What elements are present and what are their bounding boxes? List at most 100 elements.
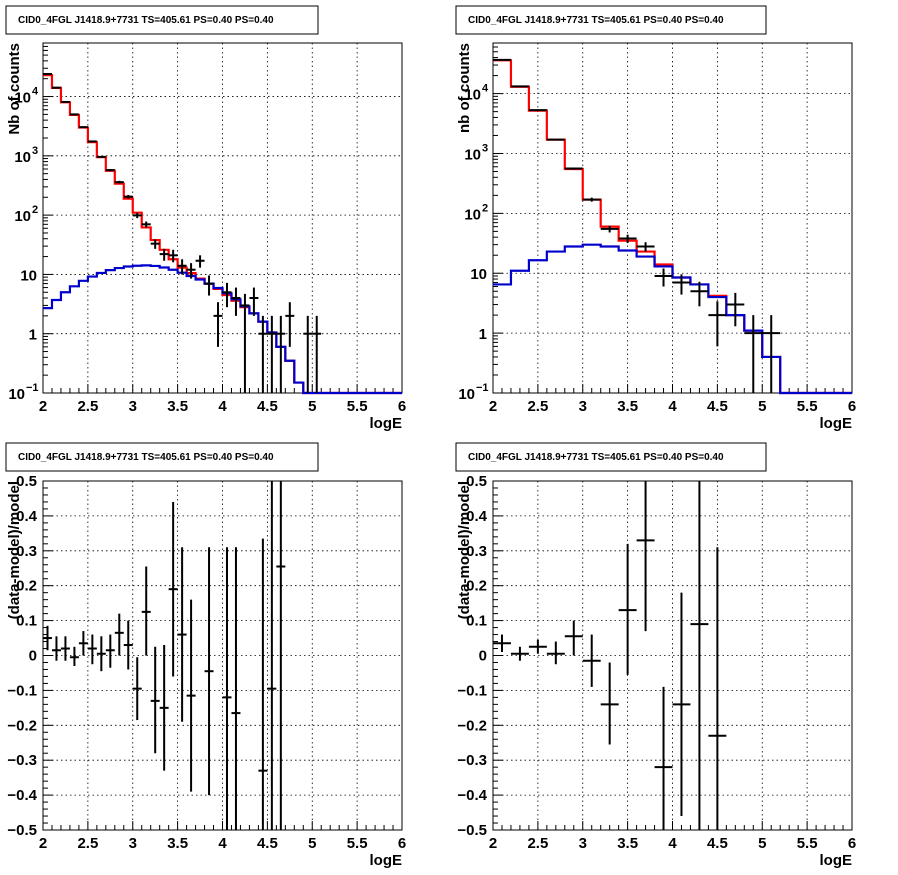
x-tick-label: 3.5: [617, 398, 638, 415]
y-tick-label-base: 10: [14, 90, 31, 107]
x-tick-label: 4.5: [257, 835, 278, 852]
data-point: [654, 268, 673, 287]
data-point: [78, 126, 88, 129]
data-point: [231, 547, 241, 830]
x-tick-label: 5: [758, 398, 766, 415]
data-point: [195, 255, 205, 268]
chart-title-box: [5, 5, 319, 35]
panel-bl: CID0_4FGL J1418.9+7731 TS=405.61 PS=0.40…: [5, 442, 406, 869]
data-point: [87, 634, 97, 665]
x-tick-label: 5.5: [797, 398, 818, 415]
model-series-source: [43, 264, 402, 395]
x-tick-label: 3: [129, 398, 137, 415]
x-tick-label: 4: [218, 398, 227, 415]
y-tick-label: 0.3: [16, 543, 37, 560]
data-point: [51, 86, 61, 89]
x-tick-label: 4: [668, 398, 677, 415]
data-point: [69, 646, 79, 666]
data-point: [96, 155, 106, 158]
data-point: [105, 168, 115, 172]
y-tick-label: −0.1: [7, 682, 37, 699]
y-tick-label-exponent: 2: [32, 204, 38, 216]
data-point: [204, 275, 214, 296]
x-tick-label: 3: [579, 835, 587, 852]
x-tick-label: 2.5: [77, 835, 98, 852]
data-point: [654, 686, 673, 830]
data-points: [493, 481, 727, 830]
x-tick-label: 4: [668, 835, 677, 852]
data-point: [168, 501, 178, 677]
axis-ticks: [492, 480, 853, 831]
data-point: [114, 613, 124, 656]
x-tick-label: 3.5: [617, 835, 638, 852]
axis-ticks: [42, 42, 403, 394]
data-point: [69, 113, 79, 116]
data-point: [204, 547, 214, 796]
y-tick-label: −0.2: [7, 717, 37, 734]
chart-title-box: [455, 5, 767, 35]
grid-lines: [493, 481, 852, 830]
data-point: [285, 302, 295, 347]
chart-title: CID0_4FGL J1418.9+7731 TS=405.61 PS=0.40…: [468, 15, 724, 26]
y-axis-title: (data-model)/model: [6, 481, 23, 619]
data-point: [708, 547, 727, 830]
data-point: [105, 634, 115, 668]
data-point: [726, 292, 745, 327]
grid-lines: [43, 43, 402, 393]
grid-lines: [43, 481, 402, 830]
plot-frame: [492, 480, 853, 831]
data-point: [762, 315, 781, 393]
data-point: [132, 212, 142, 219]
data-point: [618, 234, 637, 243]
x-tick-label: 6: [848, 398, 856, 415]
data-point: [96, 636, 106, 672]
x-tick-label: 2: [489, 835, 497, 852]
y-tick-label-base: 10: [14, 208, 31, 225]
data-point: [60, 636, 70, 661]
y-tick-label-base: 10: [458, 386, 475, 403]
data-point: [123, 620, 133, 670]
x-tick-label: 5: [308, 398, 316, 415]
data-point: [510, 646, 529, 661]
x-tick-label: 4.5: [707, 398, 728, 415]
y-tick-label-base: 10: [464, 206, 481, 223]
y-tick-label: −0.3: [7, 752, 37, 769]
x-tick-label: 6: [398, 835, 406, 852]
x-tick-label: 3: [129, 835, 137, 852]
y-tick-label: 0.5: [16, 473, 37, 490]
data-point: [267, 315, 277, 393]
y-axis-title: Nb of counts: [6, 43, 23, 135]
data-point: [123, 194, 133, 199]
data-point: [240, 293, 250, 393]
data-point: [177, 547, 187, 722]
y-tick-label: 0.4: [16, 508, 38, 525]
x-axis-title: logE: [820, 852, 853, 869]
y-tick-label-base: 10: [464, 87, 481, 104]
x-tick-label: 5.5: [797, 835, 818, 852]
x-tick-label: 5: [308, 835, 316, 852]
x-tick-label: 2.5: [77, 398, 98, 415]
data-point: [258, 538, 268, 830]
y-tick-label: −0.4: [7, 787, 37, 804]
y-tick-label: 0.2: [16, 578, 37, 595]
data-point: [150, 239, 160, 249]
data-point: [87, 140, 97, 143]
y-tick-label: −0.5: [457, 822, 487, 839]
data-point: [267, 481, 277, 830]
chart-title: CID0_4FGL J1418.9+7731 TS=405.61 PS=0.40…: [18, 15, 274, 26]
y-tick-label: −0.2: [457, 717, 487, 734]
data-point: [618, 543, 637, 675]
x-axis-title: logE: [370, 852, 403, 869]
y-tick-label-exponent: 2: [482, 202, 488, 214]
data-point: [276, 315, 286, 393]
y-tick-label-exponent: 3: [482, 142, 488, 154]
y-tick-label-base: 10: [14, 149, 31, 166]
axis-ticks: [492, 42, 853, 394]
data-point: [600, 662, 619, 745]
y-tick-label: 0.5: [466, 473, 487, 490]
grid-lines: [493, 43, 852, 393]
data-point: [60, 100, 70, 103]
data-point: [222, 547, 232, 830]
data-point: [114, 180, 124, 184]
